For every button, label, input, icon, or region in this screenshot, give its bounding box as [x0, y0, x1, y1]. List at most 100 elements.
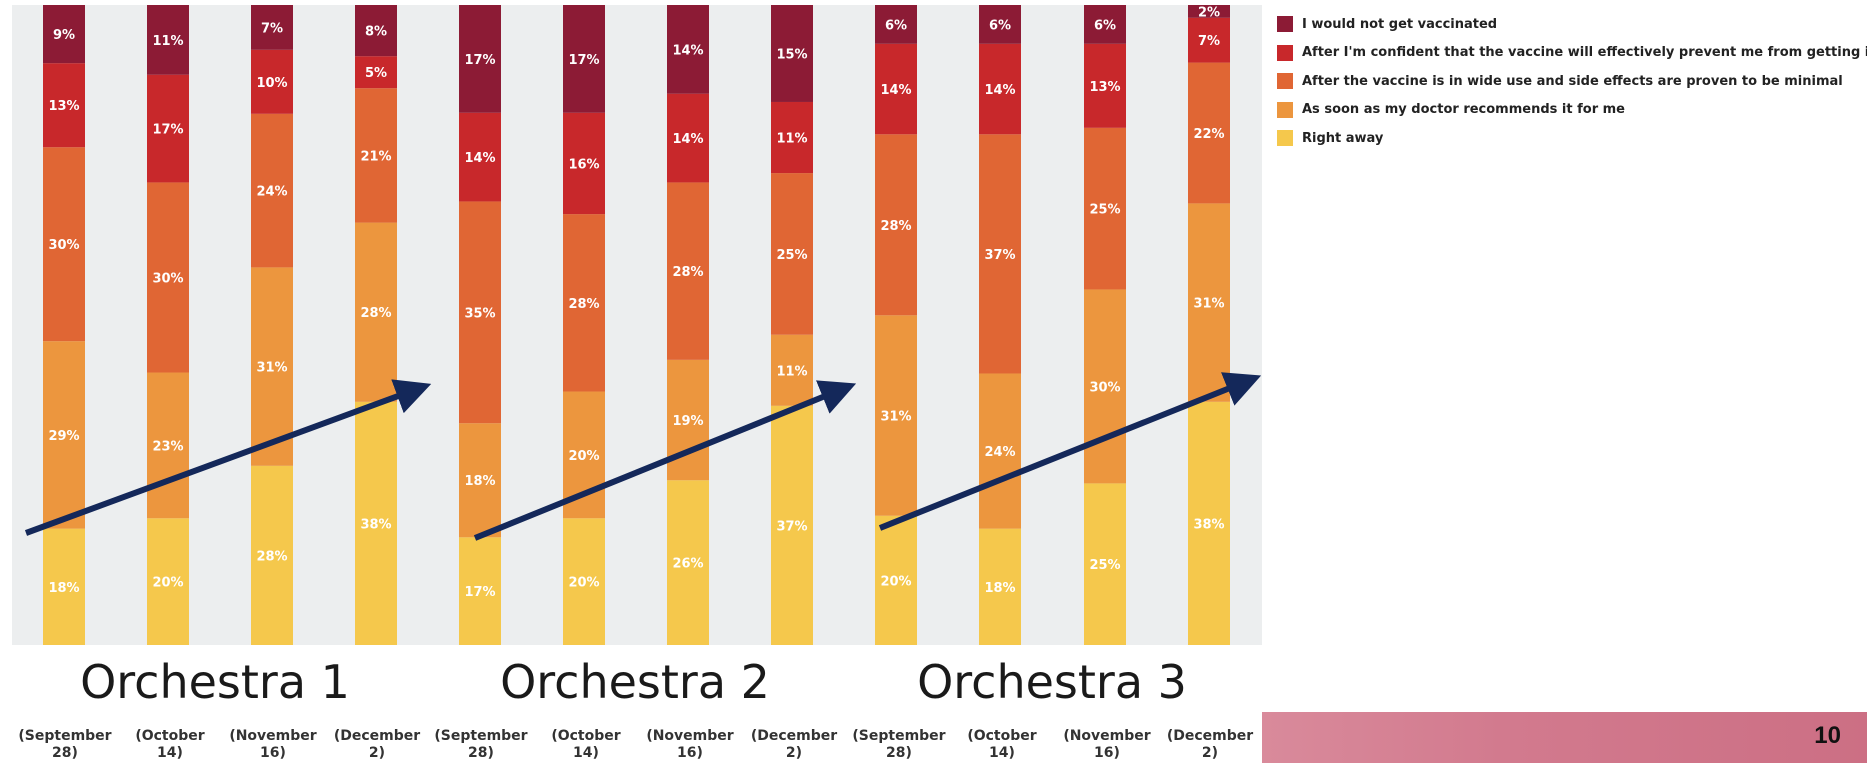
- bar-segment: [771, 173, 813, 335]
- bar-segment: [1188, 5, 1230, 18]
- trend-arrow: [473, 380, 857, 541]
- bar-segment: [1084, 5, 1126, 44]
- bar-segment: [251, 465, 293, 645]
- bar-segment: [875, 5, 917, 44]
- data-label-layer: 18% 29% 30% 13% 9% 20% 23% 30% 17% 11% 28% 31% 24% 10…: [48, 5, 1224, 600]
- bar-segment: [875, 43, 917, 135]
- bar-segment: [771, 405, 813, 645]
- data-label: 30%: [1089, 380, 1120, 395]
- bar-segment: [771, 5, 813, 102]
- legend-label: After the vaccine is in wide use and sid…: [1302, 73, 1843, 89]
- bar-segment: [1084, 289, 1126, 484]
- bar-segment: [1188, 203, 1230, 402]
- bar-segment: [43, 528, 85, 645]
- data-label: 37%: [984, 248, 1015, 263]
- data-label: 26%: [672, 557, 703, 572]
- x-tick-label: (November 16): [646, 728, 734, 761]
- bar-segment: [563, 214, 605, 392]
- data-label: 18%: [48, 581, 79, 596]
- x-tick-label: (December 2): [333, 728, 421, 761]
- group-label-orchestra-1: Orchestra 1: [80, 655, 350, 709]
- data-label: 2%: [1198, 5, 1220, 20]
- data-label: 7%: [261, 21, 283, 36]
- legend-item-doctor: As soon as my doctor recommends it for m…: [1277, 96, 1867, 125]
- bar-segment: [355, 56, 397, 89]
- data-label: 38%: [360, 517, 391, 532]
- x-tick-label: (September 28): [18, 728, 112, 761]
- bar-segment: [771, 334, 813, 406]
- data-label: 6%: [885, 18, 907, 33]
- data-label: 35%: [464, 306, 495, 321]
- data-label: 17%: [464, 585, 495, 600]
- trend-arrow-layer: [24, 372, 1262, 541]
- data-label: 30%: [152, 271, 183, 286]
- data-label: 13%: [1089, 80, 1120, 95]
- bar-segment: [147, 518, 189, 645]
- data-label: 10%: [256, 76, 287, 91]
- bar-segment: [979, 528, 1021, 645]
- data-label: 19%: [672, 414, 703, 429]
- data-label: 31%: [1193, 297, 1224, 312]
- stacked-bar-chart: 18% 29% 30% 13% 9% 20% 23% 30% 17% 11% 28% 31% 24% 10…: [12, 5, 1262, 645]
- bar-segment: [667, 480, 709, 645]
- legend-swatch: [1277, 44, 1293, 61]
- bar-segment: [251, 5, 293, 50]
- bar-segment: [667, 93, 709, 183]
- data-label: 28%: [360, 306, 391, 321]
- legend-label: I would not get vaccinated: [1302, 16, 1498, 32]
- legend: I would not get vaccinated After I'm con…: [1277, 10, 1867, 153]
- data-label: 28%: [880, 219, 911, 234]
- bar-segment: [979, 134, 1021, 374]
- data-label: 20%: [880, 574, 911, 589]
- x-tick-label: (November 16): [1063, 728, 1151, 761]
- data-label: 14%: [672, 132, 703, 147]
- bar-segment: [875, 315, 917, 516]
- bar-segment: [43, 63, 85, 148]
- data-label: 31%: [256, 361, 287, 376]
- bar-segment: [355, 222, 397, 402]
- bar-segment: [1188, 62, 1230, 204]
- legend-swatch: [1277, 130, 1293, 147]
- data-label: 23%: [152, 439, 183, 454]
- legend-item-wide-use: After the vaccine is in wide use and sid…: [1277, 67, 1867, 96]
- bar-segment: [147, 372, 189, 519]
- data-label: 7%: [1198, 34, 1220, 49]
- legend-label: Right away: [1302, 130, 1384, 146]
- bar-segment: [459, 5, 501, 113]
- bar-segment: [459, 201, 501, 424]
- data-label: 28%: [568, 297, 599, 312]
- x-tick-label: (October 14): [551, 728, 621, 761]
- data-label: 24%: [984, 445, 1015, 460]
- bar-segment: [1084, 483, 1126, 645]
- bar-segment: [459, 423, 501, 538]
- bar-segment: [979, 373, 1021, 529]
- group-label-orchestra-2: Orchestra 2: [500, 655, 770, 709]
- data-label: 29%: [48, 429, 79, 444]
- data-label: 6%: [1094, 18, 1116, 33]
- plot-background: [12, 5, 1262, 645]
- legend-swatch: [1277, 16, 1293, 33]
- bar-segment: [1188, 401, 1230, 645]
- bar-series-layer: [43, 5, 1230, 645]
- data-label: 17%: [568, 53, 599, 68]
- data-label: 17%: [464, 53, 495, 68]
- bar-segment: [355, 88, 397, 223]
- data-label: 25%: [1089, 203, 1120, 218]
- bar-segment: [563, 112, 605, 215]
- data-label: 9%: [53, 28, 75, 43]
- data-label: 14%: [984, 83, 1015, 98]
- bar-segment: [979, 5, 1021, 44]
- data-label: 6%: [989, 18, 1011, 33]
- legend-label: After I'm confident that the vaccine wil…: [1302, 45, 1867, 61]
- data-label: 18%: [984, 581, 1015, 596]
- bar-segment: [251, 113, 293, 268]
- trend-arrow: [24, 379, 432, 536]
- bar-segment: [1188, 17, 1230, 63]
- trend-arrow: [878, 372, 1262, 531]
- bar-segment: [43, 147, 85, 342]
- bar-segment: [43, 341, 85, 529]
- bar-segment: [1084, 43, 1126, 128]
- footer-band: 10: [1262, 712, 1867, 763]
- data-label: 14%: [672, 43, 703, 58]
- data-label: 30%: [48, 238, 79, 253]
